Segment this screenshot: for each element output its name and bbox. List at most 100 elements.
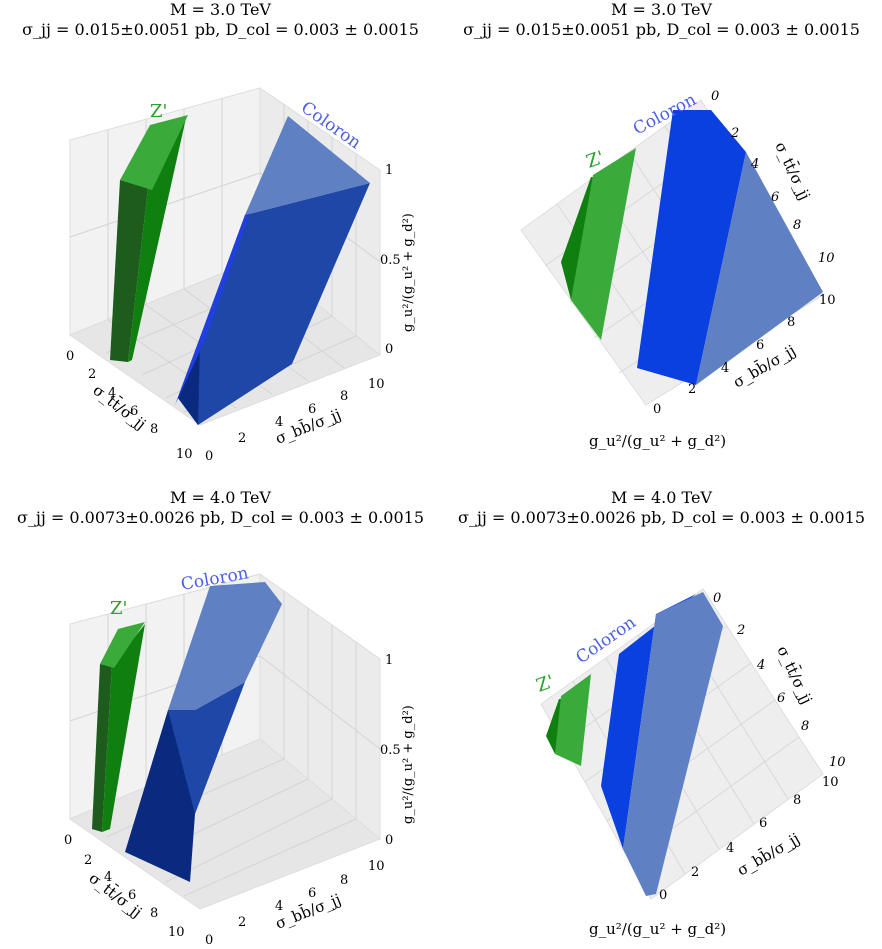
x-tick-2: 2 <box>730 126 739 141</box>
z-tick-0: 0 <box>385 833 393 848</box>
x-tick-2: 2 <box>88 367 96 382</box>
zprime-region-side <box>102 624 145 832</box>
y-tick-10: 10 <box>368 377 385 392</box>
z-tick-0.5: 0.5 <box>380 743 401 758</box>
coloron-region-dark <box>178 345 200 425</box>
chart-title-line2: σ_jj = 0.0073±0.0026 pb, D_col = 0.003 ±… <box>457 508 866 527</box>
z-tick-1: 1 <box>385 653 393 668</box>
x-axis-label: σ_tt̄/σ_jj <box>90 381 150 433</box>
series-label-zprime: Z' <box>150 101 167 122</box>
coloron-region-side <box>175 180 262 405</box>
chart-panel-4: M = 4.0 TeV σ_jj = 0.0073±0.0026 pb, D_c… <box>441 474 882 948</box>
x-tick-4: 4 <box>108 386 116 401</box>
y-tick-6: 6 <box>308 402 316 417</box>
y-tick-6: 6 <box>759 816 767 831</box>
y-tick-8: 8 <box>340 389 348 404</box>
zprime-region-side <box>128 118 186 362</box>
coloron-region-light <box>623 592 723 896</box>
coloron-region-dark <box>125 710 195 882</box>
coloron-region-mid <box>168 682 245 814</box>
chart-panel-3: M = 4.0 TeV σ_jj = 0.0073±0.0026 pb, D_c… <box>0 474 441 948</box>
series-label-zprime: Z' <box>110 598 127 619</box>
zprime-region-shadow <box>110 180 148 362</box>
chart-title-line1: M = 4.0 TeV <box>170 488 271 507</box>
chart-title-line2: σ_jj = 0.0073±0.0026 pb, D_col = 0.003 ±… <box>16 508 425 527</box>
y-tick-10: 10 <box>822 775 839 790</box>
y-tick-0: 0 <box>205 449 213 464</box>
z-tick-0: 0 <box>659 888 667 903</box>
chart-title-line1: M = 3.0 TeV <box>170 0 271 19</box>
y-tick-8: 8 <box>340 873 348 888</box>
x-tick-4: 4 <box>756 658 765 673</box>
x-tick-8: 8 <box>801 719 809 734</box>
chart-title: M = 3.0 TeV σ_jj = 0.015±0.0051 pb, D_co… <box>441 0 882 40</box>
chart-title: M = 4.0 TeV σ_jj = 0.0073±0.0026 pb, D_c… <box>0 488 441 528</box>
x-tick-10: 10 <box>818 251 835 266</box>
x-tick-0: 0 <box>66 349 74 364</box>
coloron-region-top <box>245 116 370 215</box>
x-tick-6: 6 <box>130 404 138 419</box>
z-axis-label: g_u²/(g_u² + g_d²) <box>589 920 726 938</box>
z-tick-1: 1 <box>385 163 393 178</box>
chart-title-line2: σ_jj = 0.015±0.0051 pb, D_col = 0.003 ± … <box>22 20 419 39</box>
y-tick-2: 2 <box>691 865 699 880</box>
y-tick-6: 6 <box>308 886 316 901</box>
z-axis-label: g_u²/(g_u² + g_d²) <box>589 432 726 450</box>
z-tick-0.5: 0.5 <box>380 253 401 268</box>
series-label-zprime: Z' <box>584 147 608 173</box>
x-tick-8: 8 <box>150 422 158 437</box>
x-axis-label: σ_tt̄/σ_jj <box>86 869 146 921</box>
y-tick-8: 8 <box>787 315 795 330</box>
y-tick-4: 4 <box>275 415 283 430</box>
chart-3d-plot: Z' Coloron 0 2 4 6 8 10 σ_tt̄/σ_jj 2 4 6… <box>534 588 846 938</box>
y-tick-8: 8 <box>793 793 801 808</box>
y-tick-10: 10 <box>819 293 836 308</box>
y-tick-6: 6 <box>756 338 764 353</box>
z-axis-label: g_u²/(g_u² + g_d²) <box>401 705 416 824</box>
y-tick-4: 4 <box>726 841 734 856</box>
zprime-region <box>571 148 636 340</box>
coloron-region-light <box>696 152 823 385</box>
y-tick-2: 2 <box>238 431 246 446</box>
x-tick-10: 10 <box>829 755 846 770</box>
chart-title-line1: M = 4.0 TeV <box>611 488 712 507</box>
chart-title: M = 4.0 TeV σ_jj = 0.0073±0.0026 pb, D_c… <box>441 488 882 528</box>
coloron-region-front <box>178 183 370 425</box>
x-tick-8: 8 <box>150 906 158 921</box>
chart-3d-plot: Z' Coloron 1 0.5 0 g_u²/(g_u² + g_d²) 0 … <box>66 87 416 464</box>
x-tick-2: 2 <box>736 623 745 638</box>
x-tick-0: 0 <box>711 89 719 104</box>
x-tick-8: 8 <box>793 218 801 233</box>
x-tick-6: 6 <box>777 691 785 706</box>
x-tick-4: 4 <box>104 870 112 885</box>
y-tick-0: 0 <box>205 933 213 948</box>
y-tick-2: 2 <box>238 915 246 930</box>
y-tick-2: 2 <box>688 382 696 397</box>
coloron-region-bright <box>601 594 696 849</box>
x-tick-4: 4 <box>750 157 759 172</box>
z-axis-label: g_u²/(g_u² + g_d²) <box>401 213 416 332</box>
chart-panel-1: M = 3.0 TeV σ_jj = 0.015±0.0051 pb, D_co… <box>0 0 441 474</box>
y-tick-4: 4 <box>721 361 729 376</box>
chart-title-line1: M = 3.0 TeV <box>611 0 712 19</box>
chart-title-line2: σ_jj = 0.015±0.0051 pb, D_col = 0.003 ± … <box>463 20 860 39</box>
x-tick-6: 6 <box>771 190 779 205</box>
x-tick-2: 2 <box>84 853 92 868</box>
zprime-region-top <box>120 115 188 190</box>
chart-title: M = 3.0 TeV σ_jj = 0.015±0.0051 pb, D_co… <box>0 0 441 40</box>
zprime-region-top <box>100 622 145 668</box>
chart-3d-plot: Z' Coloron 1 0.5 0 g_u²/(g_u² + g_d²) 0 … <box>64 563 416 948</box>
y-tick-4: 4 <box>275 899 283 914</box>
z-tick-0: 0 <box>653 402 661 417</box>
chart-3d-plot: Z' Coloron 0 2 4 6 8 10 σ_tt̄/σ_jj 2 4 6… <box>520 89 836 450</box>
coloron-region-top <box>168 582 282 710</box>
zprime-region <box>555 674 591 766</box>
x-tick-6: 6 <box>128 888 136 903</box>
y-tick-10: 10 <box>368 859 385 874</box>
x-tick-0: 0 <box>713 591 721 606</box>
chart-panel-2: M = 3.0 TeV σ_jj = 0.015±0.0051 pb, D_co… <box>441 0 882 474</box>
x-tick-0: 0 <box>64 833 72 848</box>
coloron-region-bright <box>637 110 746 385</box>
zprime-region-shadow <box>92 664 112 832</box>
x-tick-10: 10 <box>176 447 193 462</box>
